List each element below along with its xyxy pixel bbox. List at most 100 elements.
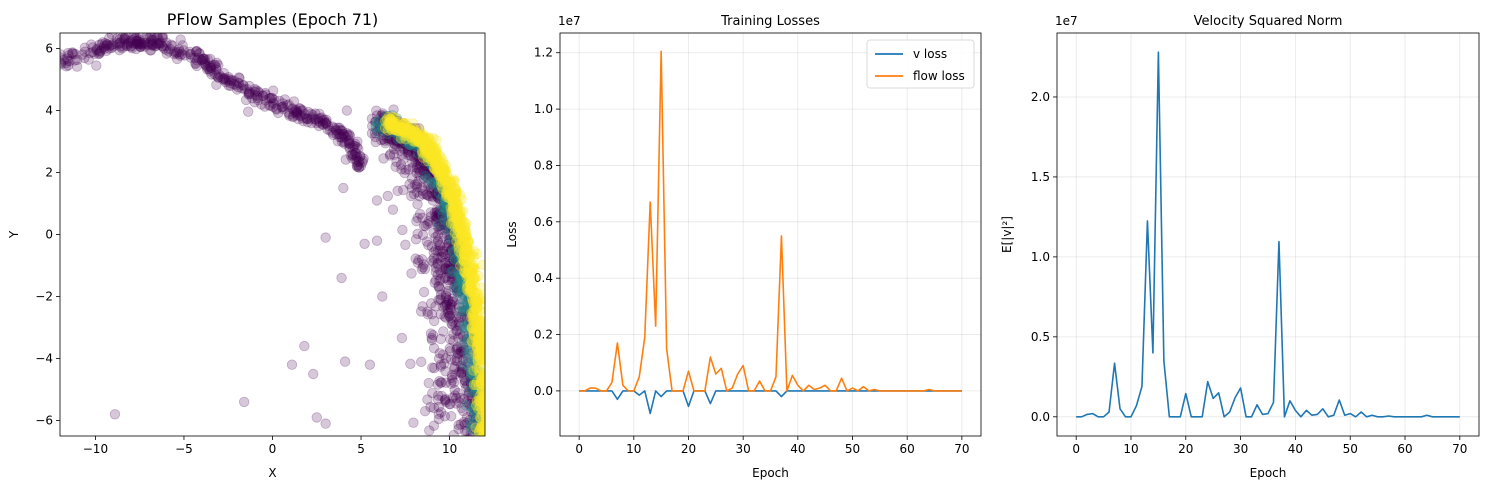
sample-point — [445, 197, 456, 208]
sample-point — [427, 160, 438, 171]
sample-point — [292, 107, 303, 118]
sample-point — [347, 150, 358, 161]
sample-point — [378, 153, 389, 164]
sample-point — [455, 214, 467, 225]
sample-point — [370, 116, 381, 128]
sample-point — [432, 390, 444, 401]
sample-point — [446, 299, 457, 310]
sample-point — [397, 121, 409, 133]
sample-point — [466, 335, 477, 347]
sample-point — [461, 232, 472, 243]
sample-point — [474, 333, 485, 345]
sample-point — [473, 328, 484, 339]
sample-point — [377, 108, 388, 119]
sample-point — [381, 114, 393, 125]
sample-point — [372, 116, 383, 128]
sample-point — [437, 251, 448, 263]
sample-point — [467, 424, 478, 435]
sample-point — [366, 113, 378, 124]
sample-point — [348, 140, 359, 151]
sample-point — [453, 241, 465, 252]
sample-point — [420, 220, 431, 232]
sample-point — [434, 180, 445, 192]
sample-point — [405, 122, 417, 133]
sample-point — [176, 49, 188, 60]
sample-point — [398, 127, 409, 139]
sample-point — [451, 236, 462, 247]
sample-point — [382, 132, 393, 144]
sample-point — [283, 99, 294, 110]
sample-point — [393, 125, 404, 137]
sample-point — [449, 384, 460, 396]
sample-point — [480, 355, 485, 366]
sample-point — [366, 128, 378, 139]
sample-point — [406, 123, 418, 135]
sample-point — [402, 128, 413, 140]
sample-point — [211, 79, 222, 90]
sample-point — [316, 112, 327, 123]
sample-point — [471, 400, 482, 411]
sample-point — [414, 130, 425, 142]
sample-point — [432, 189, 443, 201]
sample-point — [306, 118, 317, 129]
sample-point — [454, 311, 465, 323]
sample-point — [462, 245, 473, 256]
sample-point — [448, 247, 459, 258]
sample-point — [449, 215, 461, 226]
sample-point — [121, 40, 132, 51]
sample-point — [448, 254, 460, 266]
sample-point — [470, 387, 482, 398]
sample-point — [446, 411, 457, 422]
sample-point — [128, 33, 140, 39]
sample-point — [150, 41, 161, 52]
sample-point — [477, 325, 485, 336]
sample-point — [267, 101, 279, 113]
sample-point — [131, 38, 143, 49]
sample-point — [450, 249, 462, 260]
sample-point — [467, 337, 479, 348]
sample-point — [450, 311, 462, 322]
sample-point — [394, 125, 406, 137]
sample-point — [419, 144, 430, 155]
sample-point — [163, 46, 175, 57]
sample-point — [463, 321, 474, 333]
sample-point — [446, 203, 458, 215]
sample-point — [198, 53, 209, 64]
sample-point — [416, 146, 428, 158]
sample-point — [458, 321, 470, 333]
sample-point — [412, 199, 423, 210]
sample-point — [434, 193, 446, 205]
sample-point — [482, 423, 485, 433]
sample-point — [446, 190, 457, 202]
sample-point — [428, 257, 439, 268]
sample-point — [457, 253, 468, 264]
sample-point — [277, 103, 289, 115]
sample-point — [459, 221, 471, 233]
sample-point — [439, 207, 450, 219]
sample-point — [393, 117, 405, 128]
sample-point — [429, 155, 441, 167]
sample-point — [430, 301, 441, 312]
sample-point — [404, 140, 415, 151]
sample-point — [380, 137, 391, 149]
sample-point — [423, 377, 434, 389]
sample-point — [243, 89, 254, 100]
sample-point — [130, 43, 142, 55]
sample-point — [376, 134, 387, 146]
sample-point — [131, 35, 143, 47]
sample-point — [467, 307, 479, 318]
sample-point — [445, 304, 456, 315]
sample-point — [444, 310, 455, 322]
sample-point — [455, 212, 467, 224]
sample-point — [301, 113, 313, 125]
sample-point — [343, 138, 355, 149]
sample-point — [424, 146, 435, 157]
sample-point — [432, 165, 444, 177]
sample-point — [458, 270, 470, 281]
sample-point — [461, 255, 472, 266]
sample-point — [423, 239, 434, 251]
sample-point — [470, 348, 481, 359]
sample-point — [114, 38, 125, 49]
sample-point — [79, 52, 90, 64]
sample-point — [466, 323, 478, 335]
